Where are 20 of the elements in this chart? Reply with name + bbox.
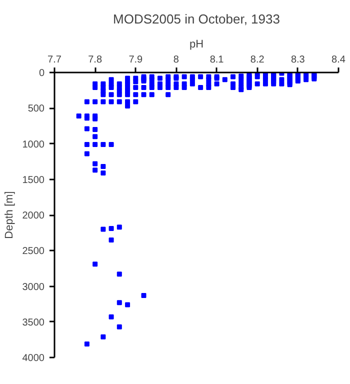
x-axis-title: pH xyxy=(189,38,204,50)
y-tick-label: 4000 xyxy=(22,353,45,364)
x-tick-label: 8.3 xyxy=(290,54,306,66)
y-tick-label: 2500 xyxy=(22,246,45,258)
x-tick-label: 7.8 xyxy=(88,54,102,66)
y-tick-label: 3000 xyxy=(22,282,45,293)
y-tick-label: 500 xyxy=(28,104,45,115)
x-tick-label: 8.2 xyxy=(250,54,265,66)
y-tick-label: 3500 xyxy=(22,317,45,328)
y-tick-label: 1500 xyxy=(22,174,45,186)
x-tick-label: 7.7 xyxy=(48,54,62,66)
y-tick-label: 0 xyxy=(38,68,45,79)
chart-title: MODS2005 in October, 1933 xyxy=(113,12,280,26)
y-axis-title: Depth [m] xyxy=(3,191,16,239)
y-tick-label: 1000 xyxy=(22,139,45,150)
x-tick-label: 8.1 xyxy=(210,54,224,66)
x-tick-label: 8.4 xyxy=(332,54,346,66)
x-tick-label: 7.9 xyxy=(128,54,144,66)
y-tick-label: 2000 xyxy=(22,210,45,222)
x-tick-label: 8 xyxy=(173,54,180,66)
